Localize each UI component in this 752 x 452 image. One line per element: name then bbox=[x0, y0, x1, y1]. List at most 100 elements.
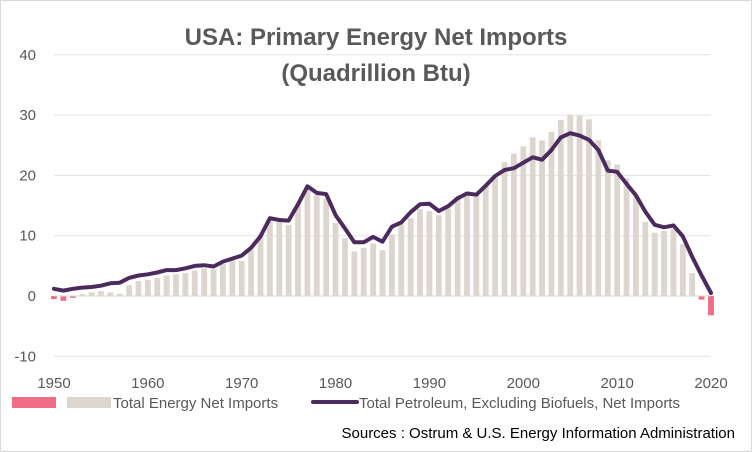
bar bbox=[426, 210, 433, 296]
bar bbox=[276, 220, 283, 296]
bar bbox=[323, 198, 330, 296]
bar bbox=[557, 119, 564, 296]
bar bbox=[229, 260, 236, 296]
bar bbox=[116, 293, 123, 296]
x-tick-label: 1990 bbox=[413, 375, 446, 392]
bar bbox=[342, 238, 348, 296]
bar bbox=[107, 292, 114, 296]
y-tick-label: 30 bbox=[19, 107, 36, 124]
bar bbox=[698, 296, 705, 300]
petroleum-line bbox=[52, 131, 713, 295]
bar bbox=[661, 230, 667, 296]
bar bbox=[482, 185, 489, 296]
bar bbox=[651, 232, 658, 296]
bar bbox=[388, 234, 395, 296]
bar bbox=[266, 220, 273, 296]
bar bbox=[144, 279, 151, 296]
bar bbox=[220, 264, 226, 296]
x-tick-label: 1950 bbox=[37, 375, 70, 392]
legend-swatch-negative bbox=[12, 397, 56, 408]
bar bbox=[98, 291, 104, 296]
x-tick-label: 2010 bbox=[600, 375, 633, 392]
bar bbox=[473, 192, 480, 296]
y-tick-label: 20 bbox=[19, 167, 36, 184]
legend-label-line: Total Petroleum, Excluding Biofuels, Net… bbox=[359, 395, 680, 412]
bar bbox=[435, 215, 442, 296]
bar bbox=[379, 250, 386, 296]
bar bbox=[464, 191, 470, 296]
bar bbox=[351, 251, 358, 296]
legend-label-bar: Total Energy Net Imports bbox=[113, 395, 278, 412]
bar bbox=[154, 277, 161, 296]
x-tick-label: 2000 bbox=[507, 375, 540, 392]
x-tick-label: 1960 bbox=[131, 375, 164, 392]
bar bbox=[295, 204, 301, 296]
source-note: Sources : Ostrum & U.S. Energy Informati… bbox=[342, 425, 736, 442]
bar-series bbox=[51, 114, 714, 316]
bar bbox=[679, 244, 686, 296]
bar bbox=[126, 285, 132, 296]
bar bbox=[689, 273, 696, 296]
x-tick-label: 2020 bbox=[694, 375, 727, 392]
bar bbox=[501, 162, 508, 296]
line-series bbox=[52, 131, 713, 295]
bar bbox=[633, 196, 639, 296]
bar bbox=[576, 115, 583, 296]
bar bbox=[163, 275, 170, 296]
y-tick-label: 0 bbox=[28, 288, 36, 305]
bar bbox=[285, 224, 292, 296]
bar bbox=[614, 164, 621, 296]
bar bbox=[529, 137, 536, 296]
bar bbox=[642, 221, 649, 296]
bar bbox=[257, 234, 264, 296]
y-tick-label: 10 bbox=[19, 228, 36, 245]
chart-subtitle: (Quadrillion Btu) bbox=[281, 60, 470, 87]
bar bbox=[445, 208, 452, 296]
legend: Total Energy Net Imports Total Petroleum… bbox=[12, 395, 680, 412]
bar bbox=[51, 296, 57, 300]
bar bbox=[604, 160, 611, 296]
gridlines bbox=[54, 54, 711, 357]
bar bbox=[332, 223, 339, 296]
bar bbox=[191, 270, 198, 296]
y-axis-labels: -10 0 10 20 30 40 bbox=[14, 47, 36, 365]
chart-title: USA: Primary Energy Net Imports bbox=[185, 24, 568, 51]
bar bbox=[520, 146, 527, 296]
x-tick-label: 1970 bbox=[225, 375, 258, 392]
bar bbox=[595, 140, 602, 296]
bar bbox=[708, 296, 714, 316]
bar bbox=[248, 250, 255, 296]
legend-swatch-bar bbox=[67, 397, 111, 408]
bar bbox=[69, 296, 76, 298]
y-tick-label: 40 bbox=[19, 47, 36, 64]
bar bbox=[567, 114, 574, 296]
bar bbox=[360, 247, 367, 296]
bar bbox=[417, 209, 423, 296]
bar bbox=[510, 153, 517, 296]
bar bbox=[548, 131, 555, 296]
bar bbox=[79, 294, 86, 296]
x-axis-labels: 1950 1960 1970 1980 1990 2000 2010 2020 bbox=[37, 375, 727, 392]
bar bbox=[454, 197, 461, 296]
y-tick-label: -10 bbox=[14, 348, 36, 365]
bar bbox=[210, 269, 217, 296]
bar bbox=[135, 280, 142, 296]
x-tick-label: 1980 bbox=[319, 375, 352, 392]
bar bbox=[539, 140, 545, 296]
bar bbox=[238, 261, 245, 296]
bar bbox=[370, 243, 377, 296]
bar bbox=[398, 224, 405, 296]
bar bbox=[173, 274, 179, 296]
bar bbox=[586, 119, 592, 296]
bar bbox=[201, 268, 208, 296]
bar bbox=[670, 228, 677, 296]
bar bbox=[623, 178, 630, 296]
bar bbox=[304, 188, 311, 296]
bar bbox=[60, 296, 67, 301]
bar bbox=[407, 218, 414, 296]
bar bbox=[492, 177, 499, 296]
bar bbox=[182, 273, 189, 296]
bar bbox=[313, 194, 320, 296]
bar bbox=[88, 292, 95, 296]
